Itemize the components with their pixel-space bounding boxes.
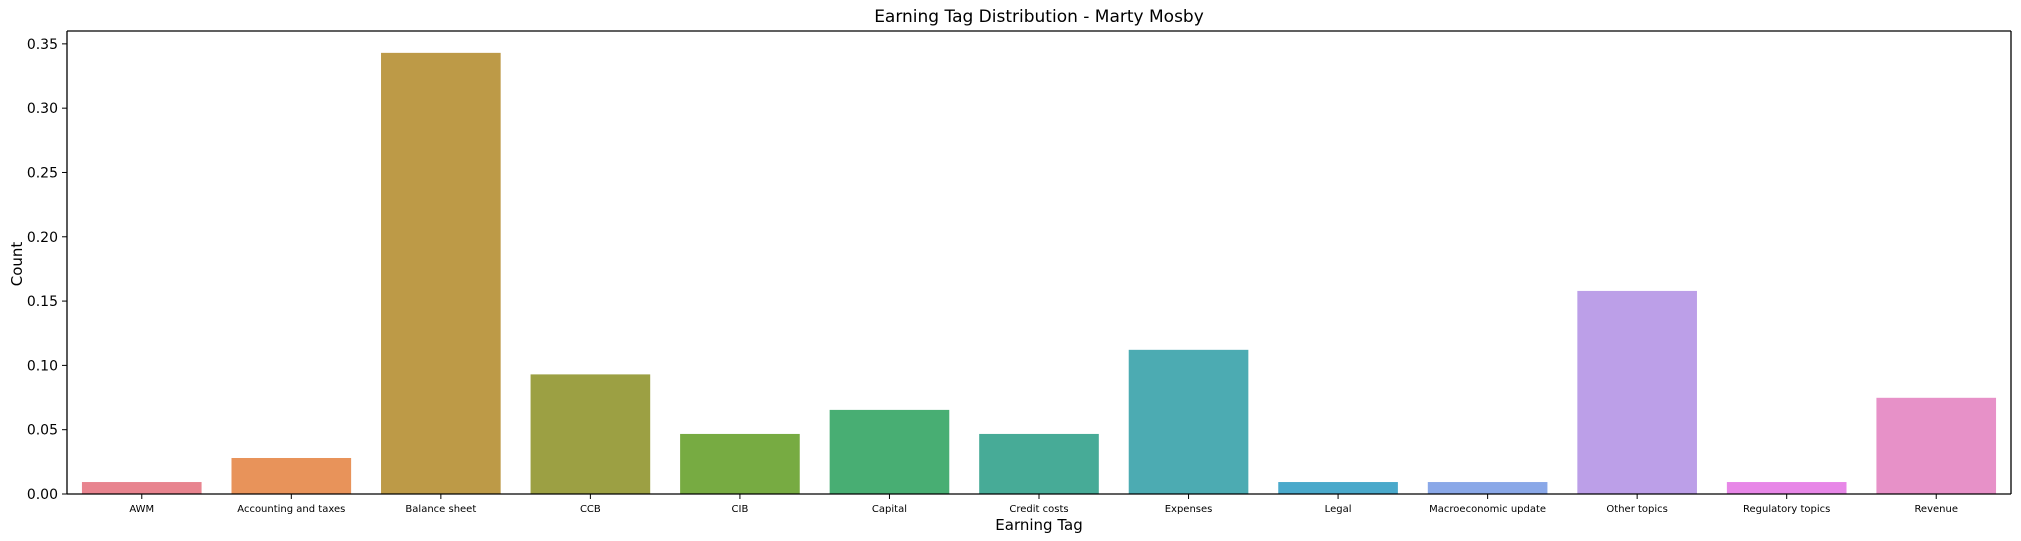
x-tick-label: Expenses	[1165, 504, 1213, 515]
bar	[1278, 482, 1398, 494]
y-tick-label: 0.05	[27, 423, 58, 439]
x-tick-label: Accounting and taxes	[237, 504, 345, 515]
x-tick-label: Credit costs	[1009, 504, 1068, 515]
bar	[1577, 290, 1697, 494]
chart-title: Earning Tag Distribution - Marty Mosby	[874, 7, 1204, 27]
y-ticks-layer: 0.00 0.05 0.10 0.15 0.20 0.25 0.30 0.35	[27, 37, 67, 503]
bar	[381, 52, 501, 495]
x-tick-label: AWM	[129, 504, 154, 515]
x-tick-label: CCB	[580, 504, 601, 515]
bar	[530, 374, 651, 494]
y-tick-label: 0.35	[27, 37, 58, 53]
x-axis-label: Earning Tag	[995, 516, 1082, 534]
x-tick-label: CIB	[732, 504, 749, 515]
bar	[979, 433, 1099, 494]
y-tick-label: 0.20	[27, 230, 58, 246]
y-tick-label: 0.15	[27, 294, 58, 310]
y-tick-label: 0.00	[27, 487, 58, 503]
x-tick-label: Macroeconomic update	[1429, 504, 1546, 515]
x-tick-label: Legal	[1325, 504, 1352, 515]
bar	[81, 482, 202, 494]
x-tick-label: Balance sheet	[405, 504, 476, 515]
bar	[1128, 349, 1249, 494]
bar	[231, 457, 352, 494]
bar	[829, 409, 950, 494]
y-tick-label: 0.10	[27, 358, 58, 374]
bar	[1876, 397, 1997, 494]
y-tick-label: 0.30	[27, 101, 58, 117]
axes-layer	[66, 30, 2012, 495]
x-tick-label: Regulatory topics	[1743, 504, 1830, 515]
bar	[1726, 482, 1847, 494]
bar	[1427, 482, 1548, 494]
bar	[680, 433, 800, 494]
y-tick-label: 0.25	[27, 165, 58, 181]
x-ticks-layer: AWM Accounting and taxes Balance sheet CCB C…	[129, 494, 1958, 515]
x-tick-label: Capital	[872, 504, 907, 515]
x-tick-label: Other topics	[1606, 504, 1667, 515]
x-tick-label: Revenue	[1914, 504, 1958, 515]
bars-layer	[81, 52, 1997, 495]
y-axis-label: Count	[8, 242, 26, 287]
